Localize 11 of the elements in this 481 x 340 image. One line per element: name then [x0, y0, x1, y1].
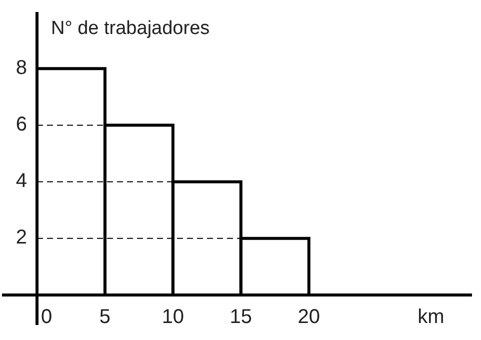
y-tick-label: 6 — [16, 113, 27, 136]
y-tick-label: 8 — [16, 56, 27, 79]
x-axis-title: km — [418, 306, 444, 328]
x-tick-label: 5 — [99, 306, 111, 328]
x-tick-label: 20 — [298, 306, 320, 328]
y-axis-title: N° de trabajadores — [51, 18, 210, 39]
x-tick-label: 15 — [230, 306, 252, 328]
x-tick-label: 0 — [41, 306, 52, 328]
y-tick-label: 2 — [16, 226, 27, 249]
x-tick-label: 10 — [162, 306, 184, 328]
y-tick-label: 4 — [16, 170, 27, 192]
